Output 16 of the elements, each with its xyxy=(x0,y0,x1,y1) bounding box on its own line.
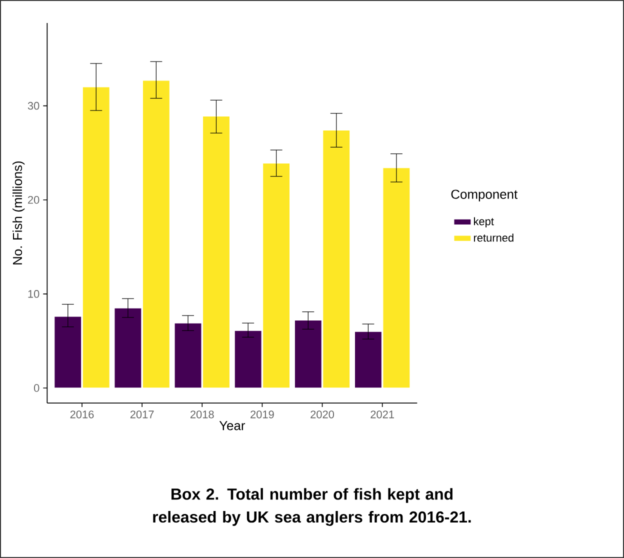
x-tick-label: 2016 xyxy=(70,410,94,418)
y-axis-title: No. Fish (millions) xyxy=(12,161,25,264)
legend-label: kept xyxy=(474,217,494,228)
x-tick-label: 2017 xyxy=(130,410,154,418)
y-tick-label: 10 xyxy=(28,290,40,298)
legend-title: Component xyxy=(451,190,518,202)
x-tick-label: 2019 xyxy=(250,410,274,418)
y-tick-label: 0 xyxy=(34,384,40,392)
x-tick-label: 2021 xyxy=(370,410,394,418)
y-tick-label: 30 xyxy=(28,102,40,110)
text: Box 2. Total number of fish kept and released by UK sea anglers from 2016-21. xyxy=(153,488,471,526)
x-tick-label: 2018 xyxy=(190,410,214,418)
x-tick-label: 2020 xyxy=(310,410,334,418)
y-tick-label: 20 xyxy=(28,196,40,204)
legend-label: returned xyxy=(474,234,514,242)
x-axis-title: Year xyxy=(219,421,246,430)
